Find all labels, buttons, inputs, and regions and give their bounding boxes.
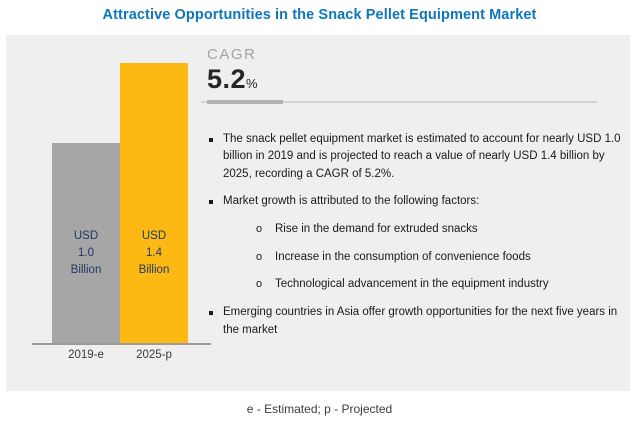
- bullet-list: The snack pellet equipment market is est…: [207, 131, 627, 349]
- cagr-callout: CAGR 5.2%: [201, 46, 607, 105]
- square-bullet-icon: [209, 138, 213, 142]
- bar-label-line: USD: [73, 230, 99, 242]
- sub-bullet-text: Increase in the consumption of convenien…: [275, 250, 531, 263]
- bar-label-line: Billion: [138, 264, 170, 276]
- x-axis-line: [32, 343, 211, 345]
- x-tick-2025p: 2025-p: [136, 349, 172, 361]
- bullet-text: Emerging countries in Asia offer growth …: [223, 306, 618, 336]
- cagr-value: 5.2: [207, 64, 247, 94]
- page-title: Attractive Opportunities in the Snack Pe…: [102, 7, 537, 23]
- sub-bullet-extruded-snacks: o Rise in the demand for extruded snacks: [256, 221, 627, 238]
- sub-bullet-text: Technological advancement in the equipme…: [275, 278, 549, 291]
- bullet-market-size: The snack pellet equipment market is est…: [207, 131, 627, 183]
- bar-value-label-2019: USD 1.0 Billion: [52, 228, 120, 279]
- bar-2019-estimated: USD 1.0 Billion: [52, 143, 120, 343]
- sub-bullet-tech-advancement: o Technological advancement in the equip…: [256, 276, 627, 293]
- bullet-emerging-countries: Emerging countries in Asia offer growth …: [207, 304, 627, 339]
- infographic-panel: USD 1.0 Billion USD 1.4 Billion 2019-e 2…: [6, 35, 630, 391]
- square-bullet-icon: [209, 200, 213, 205]
- bullet-growth-factors: Market growth is attributed to the follo…: [207, 193, 627, 210]
- cagr-divider-light: [201, 101, 597, 103]
- bar-label-line: USD: [141, 230, 167, 242]
- circle-bullet-icon: o: [256, 250, 263, 263]
- circle-bullet-icon: o: [256, 222, 263, 235]
- sub-bullet-text: Rise in the demand for extruded snacks: [275, 222, 478, 235]
- bullet-text: The snack pellet equipment market is est…: [223, 133, 621, 180]
- cagr-label: CAGR: [207, 46, 257, 63]
- cagr-value-row: 5.2%: [207, 64, 607, 95]
- bar-label-line: Billion: [70, 264, 102, 276]
- bar-value-label-2025: USD 1.4 Billion: [120, 228, 188, 279]
- bullet-text: Market growth is attributed to the follo…: [223, 195, 480, 208]
- circle-bullet-icon: o: [256, 278, 263, 291]
- bar-2025-projected: USD 1.4 Billion: [120, 63, 188, 343]
- bar-label-line: 1.0: [78, 247, 94, 259]
- cagr-divider: [201, 100, 607, 105]
- cagr-percent-sign: %: [246, 76, 258, 91]
- x-tick-2019e: 2019-e: [68, 349, 104, 361]
- footnote: e - Estimated; p - Projected: [246, 402, 393, 416]
- cagr-divider-dark: [207, 100, 283, 104]
- square-bullet-icon: [209, 311, 213, 316]
- sub-bullet-convenience-foods: o Increase in the consumption of conveni…: [256, 249, 627, 266]
- bar-label-line: 1.4: [146, 247, 162, 259]
